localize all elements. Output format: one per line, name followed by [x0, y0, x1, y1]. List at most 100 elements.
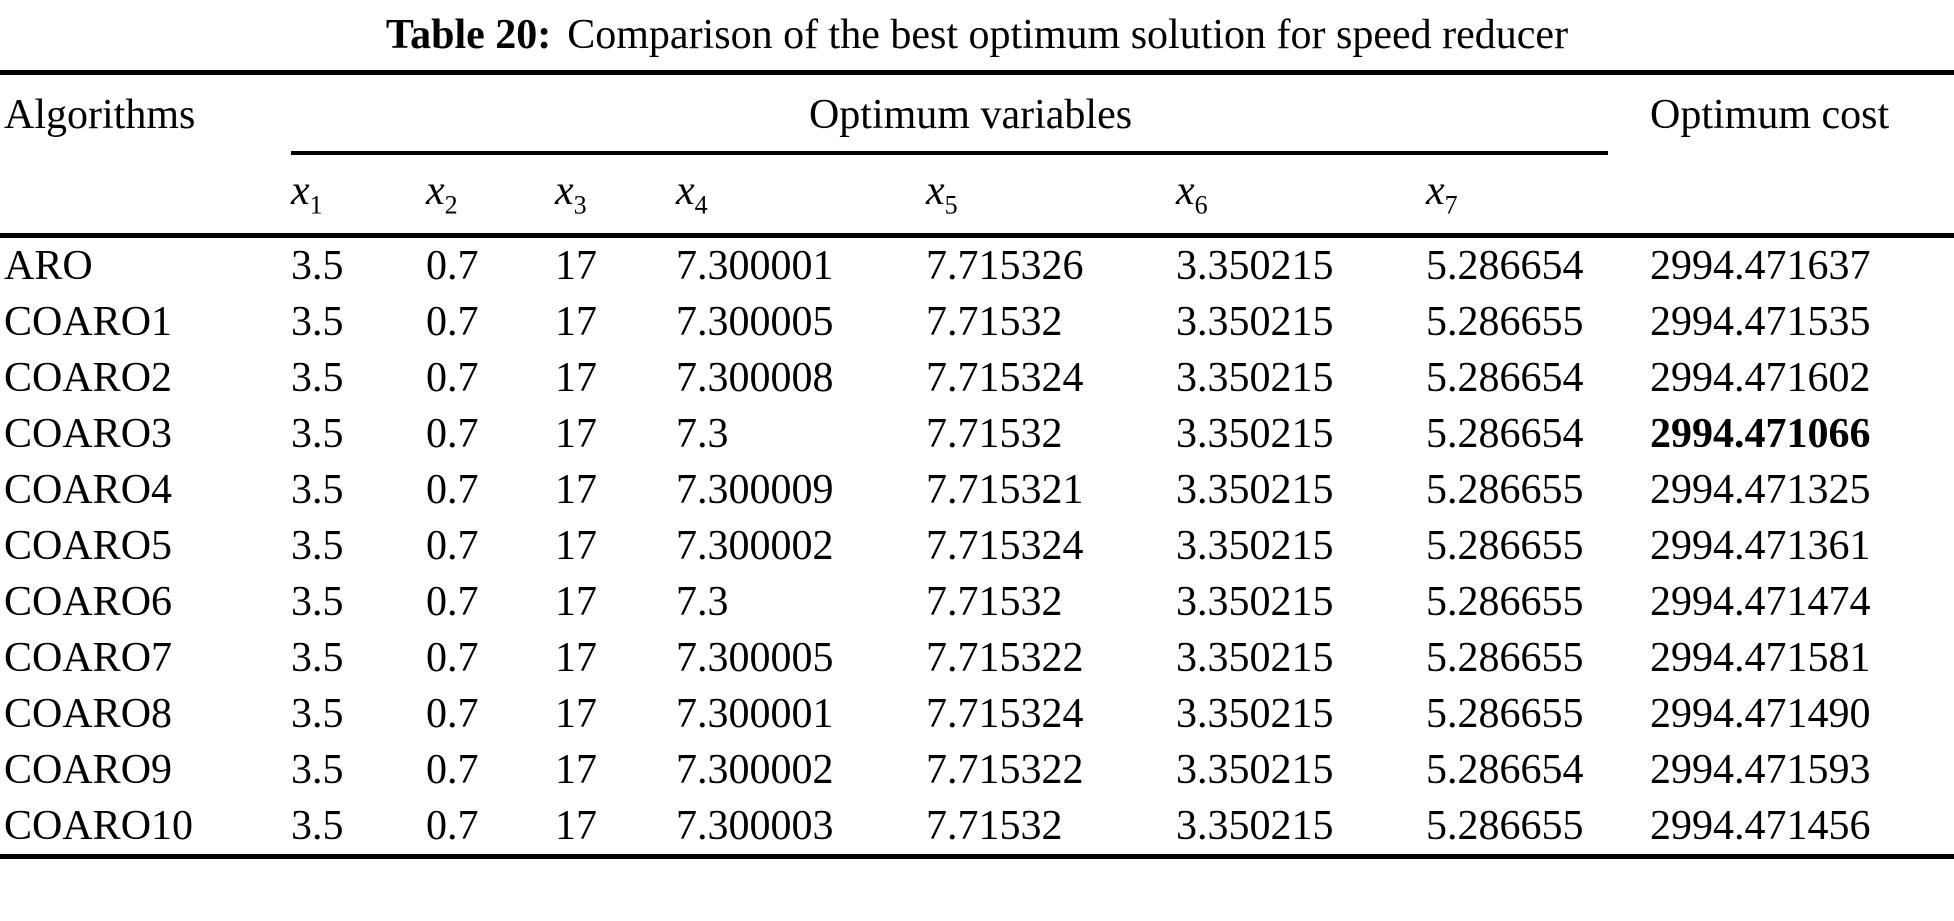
cell-x4: 7.300009 — [676, 467, 834, 513]
cell-cost: 2994.471361 — [1650, 523, 1871, 569]
group-header-row: Algorithms Optimum variables Optimum cos… — [0, 73, 1954, 156]
cell-x2: 0.7 — [426, 579, 479, 625]
cell-x1: 3.5 — [291, 747, 344, 793]
cell-x2: 0.7 — [426, 299, 479, 345]
cell-x2: 0.7 — [426, 635, 479, 681]
cell-x3: 17 — [555, 523, 597, 569]
cell-x3: 17 — [555, 803, 597, 849]
cell-x5: 7.71532 — [926, 411, 1063, 457]
cell-x7: 5.286655 — [1426, 691, 1584, 737]
cell-x4: 7.300005 — [676, 635, 834, 681]
cell-x5: 7.715322 — [926, 635, 1084, 681]
cell-x1: 3.5 — [291, 691, 344, 737]
cell-x4: 7.300002 — [676, 747, 834, 793]
cell-x2: 0.7 — [426, 747, 479, 793]
algorithm-name-cell: COARO6 — [4, 579, 173, 625]
table-row: COARO1 3.5 0.7 17 7.300005 7.71532 3.350215 5.2… — [0, 294, 1954, 350]
cell-x3: 17 — [555, 355, 597, 401]
cell-x6: 3.350215 — [1176, 299, 1334, 345]
variable-header-x4: x4 — [676, 155, 926, 238]
cell-x7: 5.286654 — [1426, 411, 1584, 457]
algorithm-name-cell: COARO7 — [4, 635, 173, 681]
variable-header-x3: x3 — [555, 155, 676, 238]
cell-x5: 7.715326 — [926, 243, 1084, 289]
cell-x4: 7.300005 — [676, 299, 834, 345]
cell-x6: 3.350215 — [1176, 579, 1334, 625]
cell-x2: 0.7 — [426, 691, 479, 737]
cell-x2: 0.7 — [426, 411, 479, 457]
cell-x4: 7.3 — [676, 579, 729, 625]
cell-x3: 17 — [555, 299, 597, 345]
variable-header-x1: x1 — [291, 155, 426, 238]
cell-x2: 0.7 — [426, 467, 479, 513]
cell-x6: 3.350215 — [1176, 411, 1334, 457]
cell-x1: 3.5 — [291, 355, 344, 401]
cell-x5: 7.71532 — [926, 579, 1063, 625]
cell-cost: 2994.471535 — [1650, 299, 1871, 345]
cell-x1: 3.5 — [291, 635, 344, 681]
optimum-cost-column-header: Optimum cost — [1650, 92, 1890, 138]
cell-x4: 7.300002 — [676, 523, 834, 569]
cell-x4: 7.300003 — [676, 803, 834, 849]
table-row: COARO9 3.5 0.7 17 7.300002 7.715322 3.350215 5.… — [0, 742, 1954, 798]
cell-cost: 2994.471066 — [1650, 411, 1871, 457]
cell-x6: 3.350215 — [1176, 355, 1334, 401]
cell-x1: 3.5 — [291, 523, 344, 569]
algorithm-name-cell: COARO9 — [4, 747, 173, 793]
cell-x5: 7.715324 — [926, 523, 1084, 569]
cell-x7: 5.286654 — [1426, 243, 1584, 289]
cell-x5: 7.71532 — [926, 299, 1063, 345]
table-row: COARO7 3.5 0.7 17 7.300005 7.715322 3.350215 5.… — [0, 630, 1954, 686]
cell-cost: 2994.471602 — [1650, 355, 1871, 401]
cell-x6: 3.350215 — [1176, 691, 1334, 737]
empty-header-cell — [0, 155, 291, 238]
cell-x5: 7.715324 — [926, 355, 1084, 401]
cell-cost: 2994.471490 — [1650, 691, 1871, 737]
table-row: COARO2 3.5 0.7 17 7.300008 7.715324 3.350215 5.… — [0, 350, 1954, 406]
cell-x2: 0.7 — [426, 803, 479, 849]
cell-x3: 17 — [555, 579, 597, 625]
algorithms-column-header: Algorithms — [4, 92, 196, 138]
cell-x7: 5.286655 — [1426, 299, 1584, 345]
cell-x1: 3.5 — [291, 243, 344, 289]
cell-x6: 3.350215 — [1176, 467, 1334, 513]
cell-x6: 3.350215 — [1176, 747, 1334, 793]
cell-x4: 7.300001 — [676, 243, 834, 289]
results-table: Algorithms Optimum variables Optimum cos… — [0, 70, 1954, 859]
table-row: COARO10 3.5 0.7 17 7.300003 7.71532 3.350215 5.… — [0, 798, 1954, 857]
cell-x2: 0.7 — [426, 355, 479, 401]
cell-cost: 2994.471581 — [1650, 635, 1871, 681]
cell-x4: 7.300008 — [676, 355, 834, 401]
cell-x7: 5.286655 — [1426, 635, 1584, 681]
cell-x5: 7.715324 — [926, 691, 1084, 737]
algorithm-name-cell: COARO3 — [4, 411, 173, 457]
cell-x5: 7.715322 — [926, 747, 1084, 793]
variable-header-x5: x5 — [926, 155, 1176, 238]
cell-cost: 2994.471474 — [1650, 579, 1871, 625]
cell-x6: 3.350215 — [1176, 523, 1334, 569]
cell-x7: 5.286654 — [1426, 355, 1584, 401]
cell-x1: 3.5 — [291, 579, 344, 625]
cell-x3: 17 — [555, 467, 597, 513]
cell-x3: 17 — [555, 243, 597, 289]
cell-x1: 3.5 — [291, 467, 344, 513]
cell-x4: 7.3 — [676, 411, 729, 457]
optimum-variables-spanner-header: Optimum variables — [291, 73, 1650, 156]
algorithm-name-cell: COARO2 — [4, 355, 173, 401]
table-row: ARO 3.5 0.7 17 7.300001 7.715326 3.350215 5.286… — [0, 236, 1954, 295]
table-caption-label: Table 20: — [385, 12, 552, 58]
cell-x7: 5.286655 — [1426, 803, 1584, 849]
table-row: COARO8 3.5 0.7 17 7.300001 7.715324 3.350215 5.… — [0, 686, 1954, 742]
algorithm-name-cell: COARO8 — [4, 691, 173, 737]
cell-x3: 17 — [555, 691, 597, 737]
table-row: COARO4 3.5 0.7 17 7.300009 7.715321 3.350215 5.… — [0, 462, 1954, 518]
empty-header-cell — [1650, 155, 1954, 238]
cell-cost: 2994.471593 — [1650, 747, 1871, 793]
table-caption: Table 20: Comparison of the best optimum… — [0, 0, 1954, 70]
cell-cost: 2994.471637 — [1650, 243, 1871, 289]
cell-x2: 0.7 — [426, 523, 479, 569]
table-body: ARO 3.5 0.7 17 7.300001 7.715326 3.350215 5.286… — [0, 236, 1954, 857]
cell-x7: 5.286655 — [1426, 467, 1584, 513]
algorithm-name-cell: COARO5 — [4, 523, 173, 569]
cell-x5: 7.715321 — [926, 467, 1084, 513]
